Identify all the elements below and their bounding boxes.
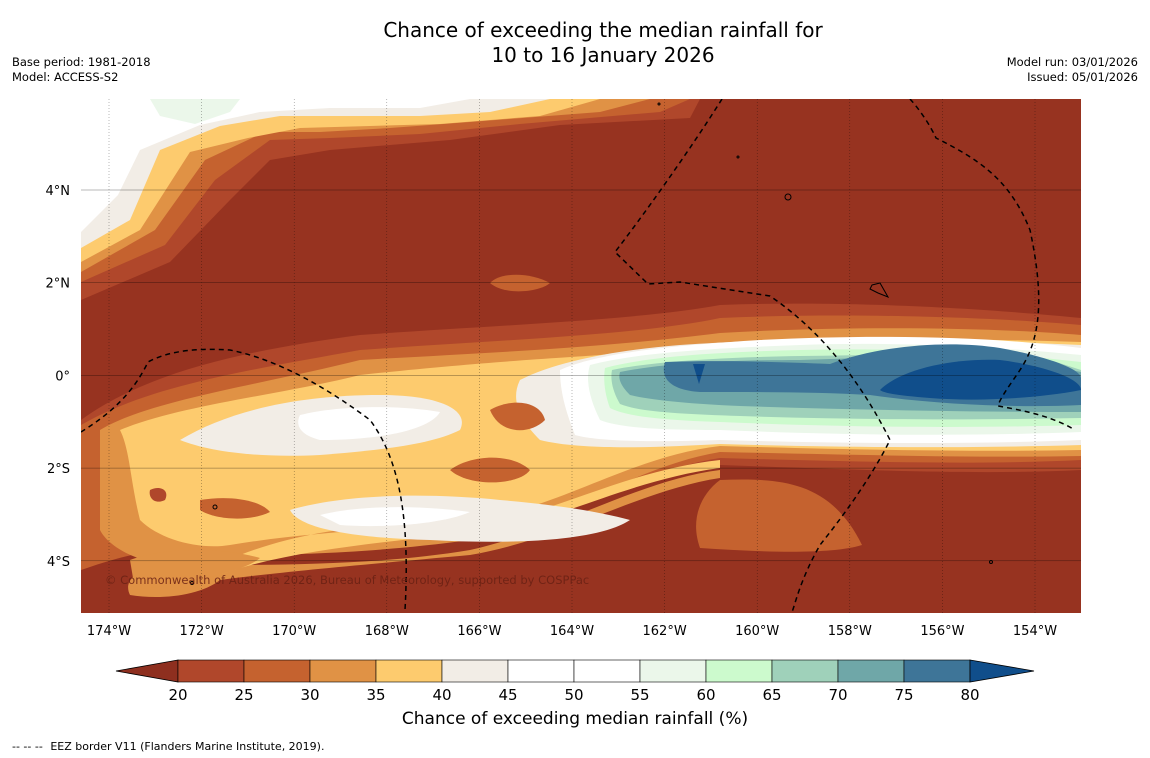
colorbar-tick-label: 20 xyxy=(168,686,187,704)
colorbar-tick-label: 75 xyxy=(894,686,913,704)
latitude-label: 4°S xyxy=(47,555,70,570)
contour-eq-50c xyxy=(320,507,470,527)
base-period-text: Base period: 1981-2018 xyxy=(12,55,151,69)
colorbar-title: Chance of exceeding median rainfall (%) xyxy=(401,709,749,729)
island-outline xyxy=(212,504,218,510)
colorbar-swatch xyxy=(705,659,773,683)
contour-north-55 xyxy=(150,99,240,124)
longitude-label: 164°W xyxy=(550,624,594,639)
legend-footer: -- -- -- EEZ border V11 (Flanders Marine… xyxy=(12,740,324,753)
colorbar-tick-label: 70 xyxy=(828,686,847,704)
colorbar-tick-label: 45 xyxy=(498,686,517,704)
contour-eq-50a xyxy=(298,407,440,440)
colorbar-swatch xyxy=(771,659,839,683)
colorbar-tick-label: 30 xyxy=(300,686,319,704)
colorbar-swatch xyxy=(441,659,509,683)
eez-legend-text: EEZ border V11 (Flanders Marine Institut… xyxy=(50,740,325,753)
title-line-2: 10 to 16 January 2026 xyxy=(491,43,715,67)
latitude-label: 0° xyxy=(55,369,70,384)
title-line-1: Chance of exceeding the median rainfall … xyxy=(383,18,823,42)
longitude-label: 168°W xyxy=(365,624,409,639)
longitude-label: 156°W xyxy=(920,624,964,639)
colorbar-tick-label: 55 xyxy=(630,686,649,704)
meta-right: Model run: 03/01/2026 Issued: 05/01/2026 xyxy=(1007,55,1138,85)
eez-legend-marker: -- -- -- xyxy=(12,740,43,753)
island-outline xyxy=(869,282,890,298)
contour-eq-blob-dark xyxy=(693,364,705,384)
colorbar-swatch xyxy=(903,659,971,683)
longitude-label: 170°W xyxy=(272,624,316,639)
islands xyxy=(190,102,993,585)
colorbar-tick-label: 40 xyxy=(432,686,451,704)
colorbar-swatch xyxy=(573,659,641,683)
longitude-label: 158°W xyxy=(828,624,872,639)
colorbar: 20 25 30 35 40 45 50 55 60 65 70 75 80 xyxy=(115,659,1035,704)
contour-south-blob-4 xyxy=(200,498,270,519)
chart-title: Chance of exceeding the median rainfall … xyxy=(0,18,1150,68)
island-outline xyxy=(784,193,792,201)
colorbar-swatch xyxy=(375,659,443,683)
contour-eq-80 xyxy=(880,359,1081,400)
eez-border-line xyxy=(909,99,1076,431)
contour-north-50 xyxy=(81,99,470,232)
eez-borders xyxy=(81,99,1076,613)
colorbar-tick-label: 60 xyxy=(696,686,715,704)
colorbar-tick-label: 65 xyxy=(762,686,781,704)
colorbar-under-arrow xyxy=(115,659,179,683)
island-outline xyxy=(657,102,661,106)
island-outline xyxy=(190,581,194,585)
contour-north-40 xyxy=(81,99,600,262)
issued-text: Issued: 05/01/2026 xyxy=(1027,70,1138,84)
gridlines xyxy=(81,99,1081,613)
colorbar-tick-label: 80 xyxy=(960,686,979,704)
contour-south-blob-3 xyxy=(149,488,167,502)
contour-blob-2n xyxy=(490,274,550,292)
colorbar-tick-label: 25 xyxy=(234,686,253,704)
colorbar-swatch xyxy=(639,659,707,683)
model-run-text: Model run: 03/01/2026 xyxy=(1006,55,1138,69)
longitude-labels: 174°W 172°W 170°W 168°W 166°W 164°W 162°W 160°W… xyxy=(87,624,1057,639)
colorbar-tick-label: 35 xyxy=(366,686,385,704)
eez-border-line xyxy=(613,99,891,613)
island-outline xyxy=(736,155,740,159)
longitude-label: 162°W xyxy=(643,624,687,639)
colorbar-swatch xyxy=(507,659,575,683)
contour-eq-45c xyxy=(290,495,630,542)
model-text: Model: ACCESS-S2 xyxy=(12,70,119,84)
longitude-label: 166°W xyxy=(457,624,501,639)
rainfall-field: © Commonwealth of Australia 2026, Bureau… xyxy=(81,99,1081,613)
longitude-label: 160°W xyxy=(735,624,779,639)
copyright-text: © Commonwealth of Australia 2026, Bureau… xyxy=(105,573,589,587)
colorbar-swatch xyxy=(177,659,245,683)
meta-left: Base period: 1981-2018 Model: ACCESS-S2 xyxy=(12,55,151,85)
colorbar-over-arrow xyxy=(969,659,1035,683)
contour-south-blob-1 xyxy=(450,457,530,483)
contour-south-band-se xyxy=(696,479,862,552)
contour-south-blob-2 xyxy=(490,402,545,431)
longitude-label: 174°W xyxy=(87,624,131,639)
latitude-label: 2°N xyxy=(46,277,71,292)
longitude-label: 172°W xyxy=(180,624,224,639)
latitude-label: 2°S xyxy=(47,462,70,477)
colorbar-tick-label: 50 xyxy=(564,686,583,704)
island-outline xyxy=(989,560,993,564)
longitude-label: 154°W xyxy=(1013,624,1057,639)
latitude-label: 4°N xyxy=(46,184,71,199)
colorbar-swatch xyxy=(309,659,377,683)
latitude-labels: 4°N 2°N 0° 2°S 4°S xyxy=(46,184,71,570)
colorbar-swatch xyxy=(243,659,311,683)
contour-south-band-sw xyxy=(130,549,260,590)
colorbar-swatch xyxy=(837,659,905,683)
